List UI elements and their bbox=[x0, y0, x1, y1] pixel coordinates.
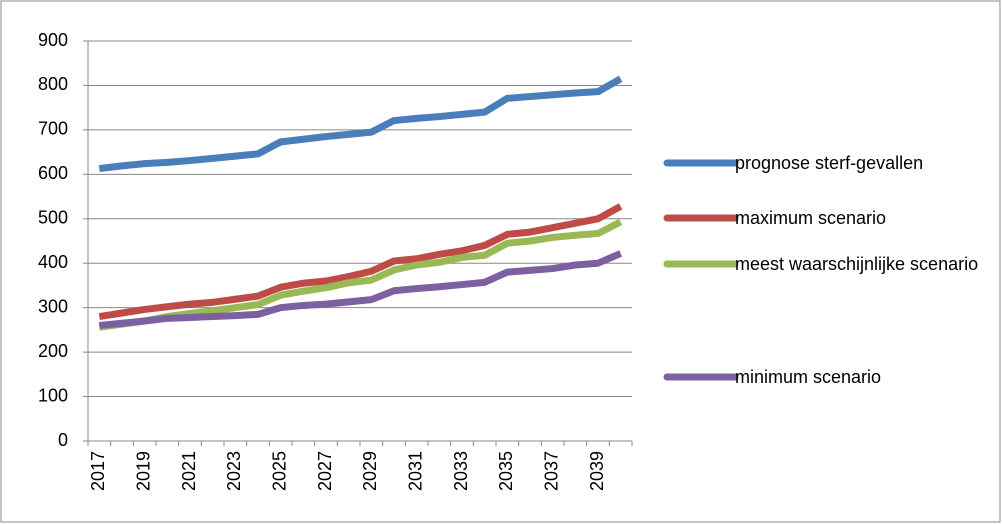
y-tick-label: 800 bbox=[38, 74, 68, 94]
x-tick-label: 2037 bbox=[541, 451, 561, 491]
x-tick-label: 2029 bbox=[360, 451, 380, 491]
legend-label: minimum scenario bbox=[735, 367, 882, 387]
y-tick-label: 600 bbox=[38, 163, 68, 183]
series-line bbox=[98, 75, 623, 173]
x-tick-label: 2027 bbox=[315, 451, 335, 491]
x-tick-label: 2033 bbox=[451, 451, 471, 491]
x-tick-label: 2031 bbox=[405, 451, 425, 491]
x-tick-label: 2017 bbox=[88, 451, 108, 491]
series-line bbox=[98, 218, 623, 331]
x-tick-label: 2025 bbox=[269, 451, 289, 491]
y-tick-label: 0 bbox=[58, 430, 68, 450]
x-tick-label: 2039 bbox=[587, 451, 607, 491]
y-tick-label: 500 bbox=[38, 208, 68, 228]
x-tick-label: 2021 bbox=[179, 451, 199, 491]
x-tick-label: 2019 bbox=[133, 451, 153, 491]
x-tick-label: 2023 bbox=[224, 451, 244, 491]
y-tick-label: 100 bbox=[38, 385, 68, 405]
series-line bbox=[98, 203, 623, 321]
y-tick-label: 200 bbox=[38, 341, 68, 361]
series-line bbox=[98, 250, 623, 329]
legend-label: prognose sterf-gevallen bbox=[735, 153, 924, 173]
x-tick-label: 2035 bbox=[496, 451, 516, 491]
legend-label: meest waarschijnlijke scenario bbox=[735, 254, 979, 274]
y-tick-label: 400 bbox=[38, 252, 68, 272]
y-tick-label: 300 bbox=[38, 296, 68, 316]
y-tick-label: 700 bbox=[38, 119, 68, 139]
legend-label: maximum scenario bbox=[735, 208, 887, 228]
y-tick-label: 900 bbox=[38, 30, 68, 50]
